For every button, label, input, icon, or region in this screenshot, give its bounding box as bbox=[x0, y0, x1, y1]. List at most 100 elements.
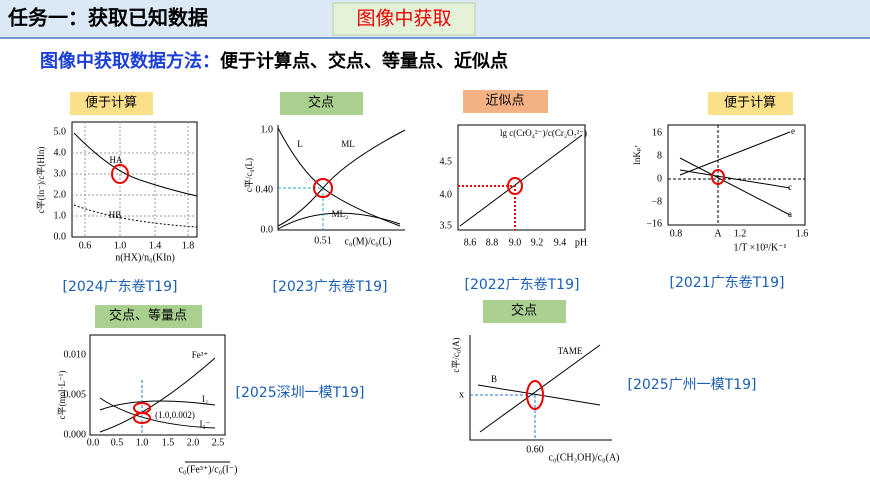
y-tick-label: 0.000 bbox=[64, 429, 87, 440]
y-tick-label: 5.0 bbox=[54, 126, 67, 137]
curve bbox=[477, 344, 601, 433]
curve-label: a bbox=[788, 209, 792, 219]
curve-label: e bbox=[791, 126, 795, 136]
x-axis-label: pH bbox=[575, 237, 587, 248]
y-tick-label: 16 bbox=[652, 127, 662, 138]
guide bbox=[458, 185, 516, 230]
curve-label: c bbox=[788, 182, 792, 192]
x-tick-label: 1.4 bbox=[149, 240, 162, 251]
tag-box bbox=[708, 92, 793, 115]
x-tick-label: 9.4 bbox=[554, 237, 567, 248]
header-tag: 图像中获取 bbox=[356, 8, 451, 30]
y-tick-label: −8 bbox=[651, 196, 662, 207]
panel-tag: 近似点 bbox=[485, 94, 524, 109]
panel-tag: 便于计算 bbox=[85, 96, 137, 111]
mark-circle bbox=[111, 164, 129, 184]
mark-circle bbox=[711, 169, 725, 185]
x-tick-label: 1.6 bbox=[796, 228, 809, 239]
x-tick-label: 0.51 bbox=[314, 235, 332, 246]
panel-source: [2021广东卷T19] bbox=[670, 275, 785, 291]
y-tick-label: 0.0 bbox=[261, 224, 274, 235]
curve-label: (1.0,0.002) bbox=[155, 410, 195, 420]
y-tick-label: 3.0 bbox=[54, 168, 67, 179]
curve bbox=[277, 212, 401, 230]
axes bbox=[71, 121, 198, 238]
y-tick-label: 1.0 bbox=[54, 210, 67, 221]
x-axis-label: 1/T ×10³/K⁻¹ bbox=[733, 242, 786, 253]
x-tick-label: 2.0 bbox=[187, 437, 200, 448]
curve-label: ML bbox=[341, 139, 355, 149]
tag-box bbox=[483, 300, 566, 323]
grid bbox=[72, 122, 197, 237]
curve bbox=[73, 204, 198, 228]
mark-circle bbox=[507, 177, 523, 195]
curve-label: HA bbox=[110, 155, 123, 165]
y-axis-label: c平/c₀(A) bbox=[451, 337, 461, 372]
x-tick-label: 1.0 bbox=[136, 437, 149, 448]
panel-source: [2022广东卷T19] bbox=[465, 277, 580, 293]
y-tick-label: 2.0 bbox=[54, 189, 67, 200]
mark-circle bbox=[526, 380, 544, 410]
x-tick-label: 0.60 bbox=[526, 444, 544, 455]
curve bbox=[277, 129, 406, 227]
curve bbox=[99, 397, 216, 429]
x-tick-label: 0.8 bbox=[670, 228, 683, 239]
guide bbox=[668, 125, 805, 225]
y-tick-label: 1.0 bbox=[261, 124, 274, 135]
panel-tag: 便于计算 bbox=[724, 96, 776, 111]
title: 任务一：获取已知数据 bbox=[7, 6, 208, 30]
curve bbox=[99, 357, 216, 433]
y-tick-label: 0.010 bbox=[64, 349, 87, 360]
x-tick-label: 1.0 bbox=[114, 240, 127, 251]
panel-tag: 交点 bbox=[308, 95, 334, 111]
x-tick-label: 0.0 bbox=[87, 437, 100, 448]
y-tick-label: −16 bbox=[646, 218, 662, 229]
curve bbox=[679, 131, 791, 216]
curve-label: HB bbox=[109, 210, 122, 220]
y-tick-label: 4.0 bbox=[440, 189, 453, 200]
tag-box bbox=[70, 92, 153, 115]
x-axis-label: n(HX)/n₀(KIn) bbox=[115, 252, 175, 263]
y-axis-label: lg c(CrO₄²⁻)/c(Cr₂O₇²⁻) bbox=[500, 128, 587, 138]
panel-tag: 交点 bbox=[511, 303, 537, 319]
mark-circle bbox=[313, 178, 333, 198]
curve-label: L bbox=[297, 139, 303, 149]
tag-box bbox=[280, 92, 363, 115]
axes bbox=[667, 124, 806, 226]
guide bbox=[470, 394, 536, 440]
y-tick-label: 0 bbox=[657, 173, 662, 184]
x-tick-label: 9.0 bbox=[509, 237, 522, 248]
panel-source: [2024广东卷T19] bbox=[63, 279, 178, 295]
y-axis-label: lnKₚʳ bbox=[632, 145, 642, 164]
x-tick-label: A bbox=[714, 228, 722, 239]
y-tick-label: 4.0 bbox=[54, 147, 67, 158]
curve-label: I₃⁻ bbox=[200, 419, 211, 429]
mark-circle bbox=[133, 412, 151, 424]
curve-label: B bbox=[491, 374, 497, 384]
y-tick-label: 4.5 bbox=[440, 156, 453, 167]
x-tick-label: 1.8 bbox=[182, 240, 195, 251]
header-tag-box bbox=[332, 2, 476, 36]
guide bbox=[278, 187, 324, 230]
x-tick-label: 1.5 bbox=[162, 437, 175, 448]
y-axis-label: c平(mol·L⁻¹) bbox=[57, 371, 67, 420]
curve-label: ML₂ bbox=[332, 209, 349, 219]
y-tick-label: 0.0 bbox=[54, 231, 67, 242]
axes bbox=[469, 335, 612, 441]
tag-box bbox=[95, 305, 202, 328]
subtitle-points: 便于计算点、交点、等量点、近似点 bbox=[220, 50, 508, 72]
axes bbox=[457, 124, 586, 231]
y-tick-label: 0.005 bbox=[64, 389, 87, 400]
x-tick-label: 9.2 bbox=[531, 237, 544, 248]
curve-label: I₂ bbox=[202, 394, 208, 404]
x-tick-label: 0.6 bbox=[79, 240, 92, 251]
panel-tag: 交点、等量点 bbox=[109, 308, 187, 324]
axes bbox=[89, 334, 226, 436]
y-tick-label: 0.40 bbox=[256, 184, 274, 195]
subtitle-lead: 图像中获取数据方法： bbox=[40, 50, 220, 72]
x-tick-label: 8.6 bbox=[464, 237, 477, 248]
panel-source: [2025广州一模T19] bbox=[628, 377, 757, 393]
y-tick-label: 8 bbox=[657, 150, 662, 161]
curve bbox=[73, 132, 198, 197]
curve-label: Fe³⁺ bbox=[192, 350, 209, 360]
